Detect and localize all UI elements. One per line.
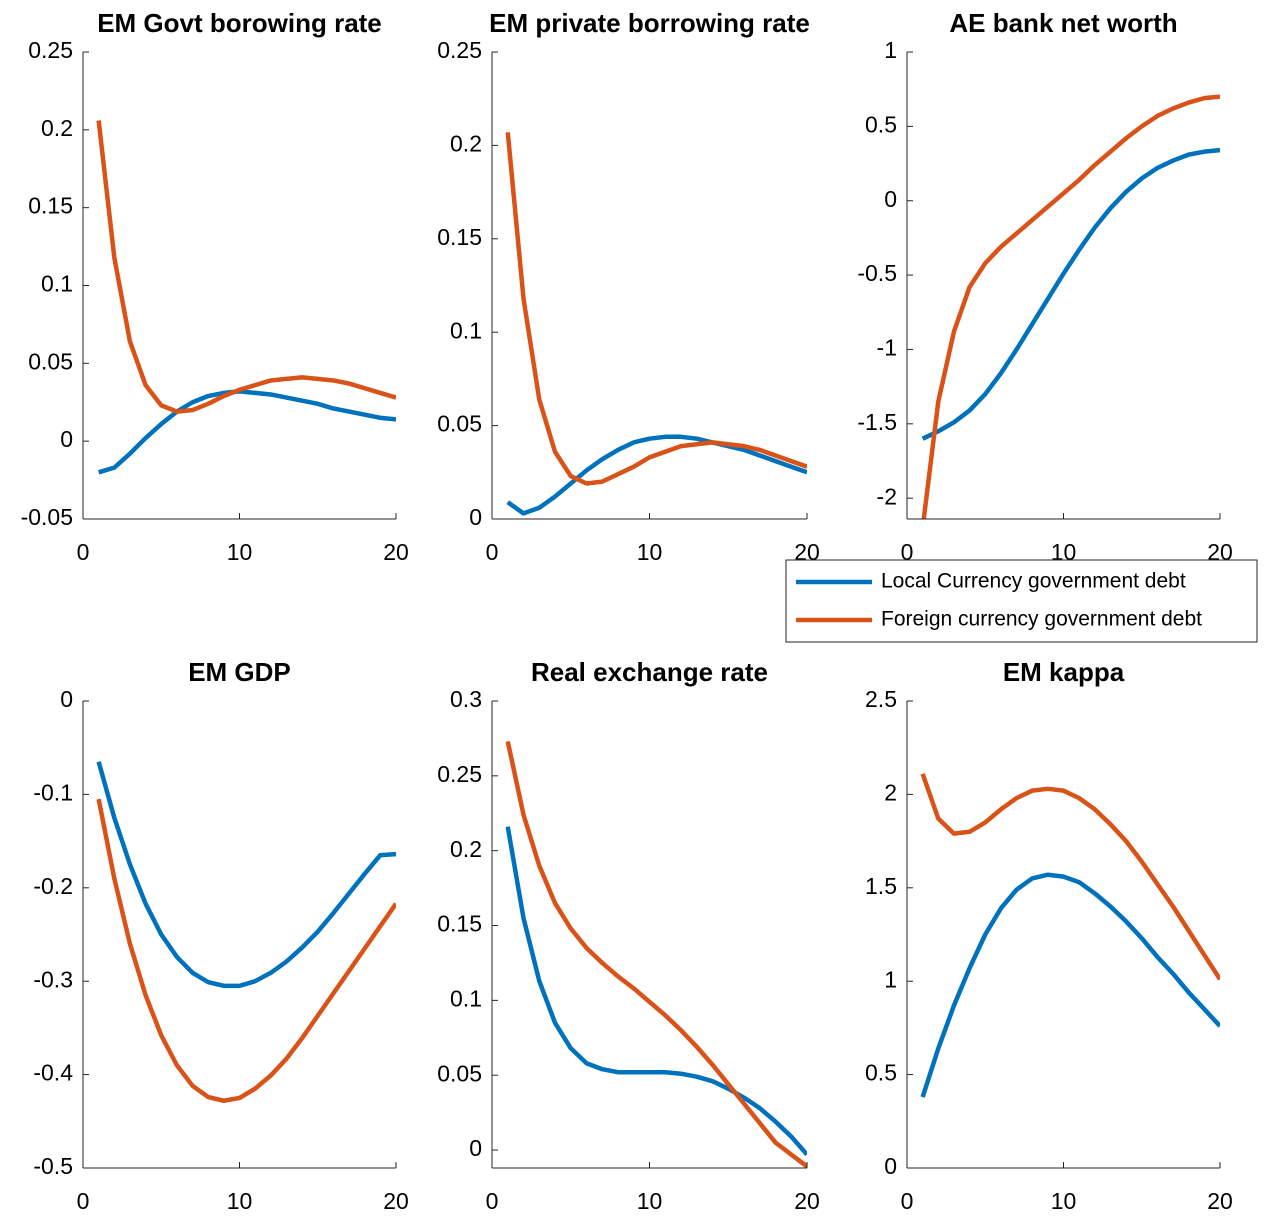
y-tick-label: -0.5 xyxy=(33,1153,73,1179)
subplot-title: EM Govt borowing rate xyxy=(97,8,382,38)
x-tick-label: 0 xyxy=(901,1188,914,1214)
y-tick-label: -0.05 xyxy=(21,504,73,530)
y-tick-label: 0.05 xyxy=(437,1060,482,1086)
y-tick-label: 0 xyxy=(884,1153,897,1179)
y-tick-label: 0.15 xyxy=(437,911,482,937)
y-tick-label: 0.25 xyxy=(28,37,73,63)
y-tick-label: 0 xyxy=(60,426,73,452)
y-tick-label: 0.3 xyxy=(450,686,482,712)
y-tick-label: 0.05 xyxy=(28,348,73,374)
subplot-title: EM private borrowing rate xyxy=(489,8,810,38)
y-tick-label: 1 xyxy=(884,37,897,63)
x-tick-label: 0 xyxy=(77,539,90,565)
subplot: EM private borrowing rate 0 0.05 0.1 0.15 0.2… xyxy=(437,8,820,565)
x-tick-label: 20 xyxy=(383,539,409,565)
y-tick-label: 1.5 xyxy=(865,873,897,899)
data-line xyxy=(96,798,396,1103)
data-line xyxy=(98,389,396,475)
x-tick-label: 10 xyxy=(227,539,253,565)
y-tick-label: 0.5 xyxy=(865,1060,897,1086)
y-tick-label: 0 xyxy=(60,686,73,712)
y-tick-label: 0.2 xyxy=(450,130,482,156)
subplot-title: EM kappa xyxy=(1003,657,1125,687)
x-tick-label: 20 xyxy=(1207,1188,1233,1214)
data-line xyxy=(506,434,807,516)
y-tick-label: 0 xyxy=(469,504,482,530)
data-line xyxy=(920,773,1220,981)
subplot-title: AE bank net worth xyxy=(949,8,1177,38)
legend-box xyxy=(785,559,1258,643)
x-tick-label: 0 xyxy=(77,1188,90,1214)
x-tick-label: 0 xyxy=(901,539,914,565)
legend: Local Currency government debt Foreign cu… xyxy=(785,559,1258,643)
legend-label: Foreign currency government debt xyxy=(881,608,1202,631)
y-tick-label: 0.2 xyxy=(450,836,482,862)
subplot: EM GDP -0.5 -0.4 -0.3 -0.2 -0.1 0 0 10 20 xyxy=(33,657,408,1214)
y-tick-label: 0.1 xyxy=(450,317,482,343)
y-tick-label: 0.5 xyxy=(865,111,897,137)
y-tick-label: -1.5 xyxy=(857,409,897,435)
x-tick-label: 20 xyxy=(794,1188,820,1214)
y-tick-label: -0.3 xyxy=(33,966,73,992)
y-tick-label: 0.15 xyxy=(437,224,482,250)
x-tick-label: 10 xyxy=(637,539,663,565)
data-line xyxy=(505,826,807,1157)
y-tick-label: 2.5 xyxy=(865,686,897,712)
data-line xyxy=(921,94,1220,519)
x-tick-label: 0 xyxy=(486,1188,499,1214)
data-line xyxy=(505,132,807,486)
y-tick-label: 2 xyxy=(884,779,897,805)
subplot: AE bank net worth-2-1.5-1-0.500.510 10 20 xyxy=(857,8,1232,565)
x-tick-label: 10 xyxy=(1051,1188,1077,1214)
y-tick-label: 0 xyxy=(469,1135,482,1161)
legend-label: Local Currency government debt xyxy=(881,570,1186,593)
y-tick-label: -2 xyxy=(877,483,897,509)
y-tick-label: -0.5 xyxy=(857,260,897,286)
x-tick-label: 0 xyxy=(486,539,499,565)
y-tick-label: 1 xyxy=(884,966,897,992)
data-line xyxy=(96,120,396,414)
y-tick-label: 0.05 xyxy=(437,411,482,437)
subplot: EM kappa 0 0.5 1 1.5 2 2.5 0 10 20 xyxy=(865,657,1233,1214)
y-tick-label: 0 xyxy=(884,186,897,212)
subplot: EM Govt borowing rate-0.0500.050.10.150.… xyxy=(21,8,409,565)
x-tick-label: 10 xyxy=(637,1188,663,1214)
data-line xyxy=(921,147,1220,441)
y-tick-label: -0.4 xyxy=(33,1060,73,1086)
subplot-title: Real exchange rate xyxy=(531,657,768,687)
data-line xyxy=(505,740,807,1168)
y-tick-label: 0.25 xyxy=(437,37,482,63)
x-tick-label: 10 xyxy=(227,1188,253,1214)
y-tick-label: -1 xyxy=(877,335,897,361)
y-tick-label: 0.15 xyxy=(28,193,73,219)
y-tick-label: -0.1 xyxy=(33,779,73,805)
subplot: Real exchange rate 0 0.05 0.1 0.15 0.2 0.25 0.3… xyxy=(437,657,820,1214)
x-tick-label: 20 xyxy=(383,1188,409,1214)
y-tick-label: 0.25 xyxy=(437,761,482,787)
y-tick-label: -0.2 xyxy=(33,873,73,899)
y-tick-label: 0.1 xyxy=(41,271,73,297)
data-line xyxy=(920,872,1220,1098)
y-tick-label: 0.1 xyxy=(450,985,482,1011)
y-tick-label: 0.2 xyxy=(41,115,73,141)
data-line xyxy=(96,761,396,989)
subplot-title: EM GDP xyxy=(188,657,291,687)
